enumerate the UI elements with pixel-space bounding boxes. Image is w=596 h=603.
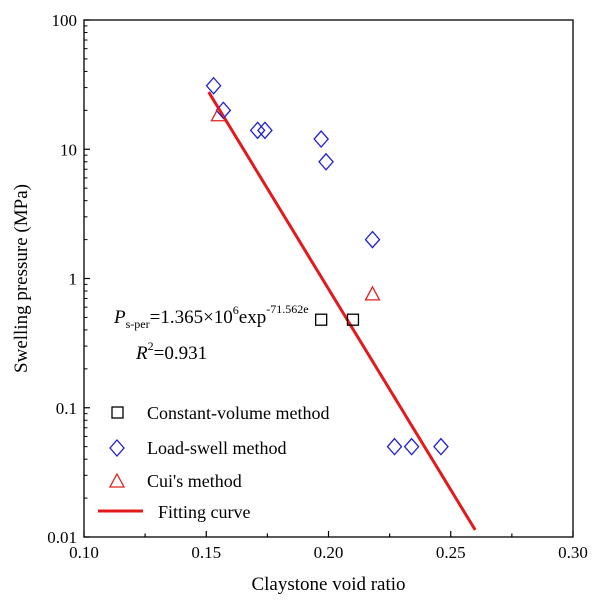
legend-label-fit: Fitting curve bbox=[158, 502, 251, 522]
x-tick-label-3: 0.25 bbox=[436, 543, 466, 562]
point-diamond-6 bbox=[364, 230, 381, 249]
point-diamond-8 bbox=[403, 437, 420, 456]
axis-ticks: 0.10 0.15 0.20 0.25 0.30 0.01 0.1 1 10 100 bbox=[47, 11, 588, 562]
data-points bbox=[205, 76, 449, 456]
eq-coef-exp: 6 bbox=[233, 303, 239, 317]
y-tick-label-0: 0.01 bbox=[47, 528, 77, 547]
x-tick-label-4: 0.30 bbox=[558, 543, 588, 562]
point-triangle-0 bbox=[210, 106, 227, 122]
y-tick-label-1: 0.1 bbox=[56, 399, 77, 418]
eq-p-symbol: P bbox=[113, 307, 126, 328]
fit-equation: Ps-per=1.365×106exp-71.562e R2=0.931 bbox=[113, 302, 309, 364]
legend: Constant-volume method Load-swell method… bbox=[98, 403, 329, 522]
x-tick-label-1: 0.15 bbox=[191, 543, 221, 562]
legend-label-constant-volume: Constant-volume method bbox=[147, 403, 329, 423]
y-tick-label-3: 10 bbox=[60, 140, 77, 159]
legend-marker-diamond bbox=[109, 439, 125, 457]
eq-coef: =1.365×10 bbox=[150, 307, 233, 328]
equation-line-2: R2=0.931 bbox=[135, 339, 207, 364]
legend-label-load-swell: Load-swell method bbox=[147, 438, 286, 458]
plot-frame bbox=[83, 19, 574, 538]
eq-exponent: -71.562e bbox=[266, 302, 308, 316]
x-tick-label-0: 0.10 bbox=[69, 543, 99, 562]
equation-line-1: Ps-per=1.365×106exp-71.562e bbox=[113, 302, 309, 331]
eq-r-exp: 2 bbox=[148, 339, 154, 353]
point-square-0 bbox=[315, 313, 328, 326]
point-diamond-5 bbox=[318, 152, 334, 171]
legend-marker-square bbox=[111, 406, 124, 419]
eq-r-value: =0.931 bbox=[154, 343, 207, 364]
point-diamond-7 bbox=[386, 437, 403, 456]
point-diamond-0 bbox=[205, 76, 222, 95]
eq-p-sub: s-per bbox=[126, 317, 150, 331]
point-diamond-2 bbox=[249, 121, 266, 140]
x-axis-title: Claystone void ratio bbox=[251, 574, 405, 595]
fit-layer bbox=[207, 91, 477, 531]
point-square-1 bbox=[346, 313, 360, 326]
point-triangle-1 bbox=[364, 285, 381, 301]
eq-func: exp bbox=[239, 307, 266, 328]
y-tick-label-4: 100 bbox=[52, 11, 78, 30]
point-diamond-3 bbox=[257, 121, 273, 140]
y-tick-label-2: 1 bbox=[69, 270, 78, 289]
point-diamond-9 bbox=[433, 437, 449, 456]
legend-marker-triangle bbox=[108, 472, 126, 488]
fit-curve bbox=[207, 91, 477, 531]
point-diamond-4 bbox=[313, 130, 330, 149]
eq-r-symbol: R bbox=[135, 343, 148, 364]
legend-label-cuis: Cui's method bbox=[147, 471, 242, 491]
y-axis-title: Swelling pressure (MPa) bbox=[11, 184, 32, 373]
x-tick-label-2: 0.20 bbox=[314, 543, 344, 562]
